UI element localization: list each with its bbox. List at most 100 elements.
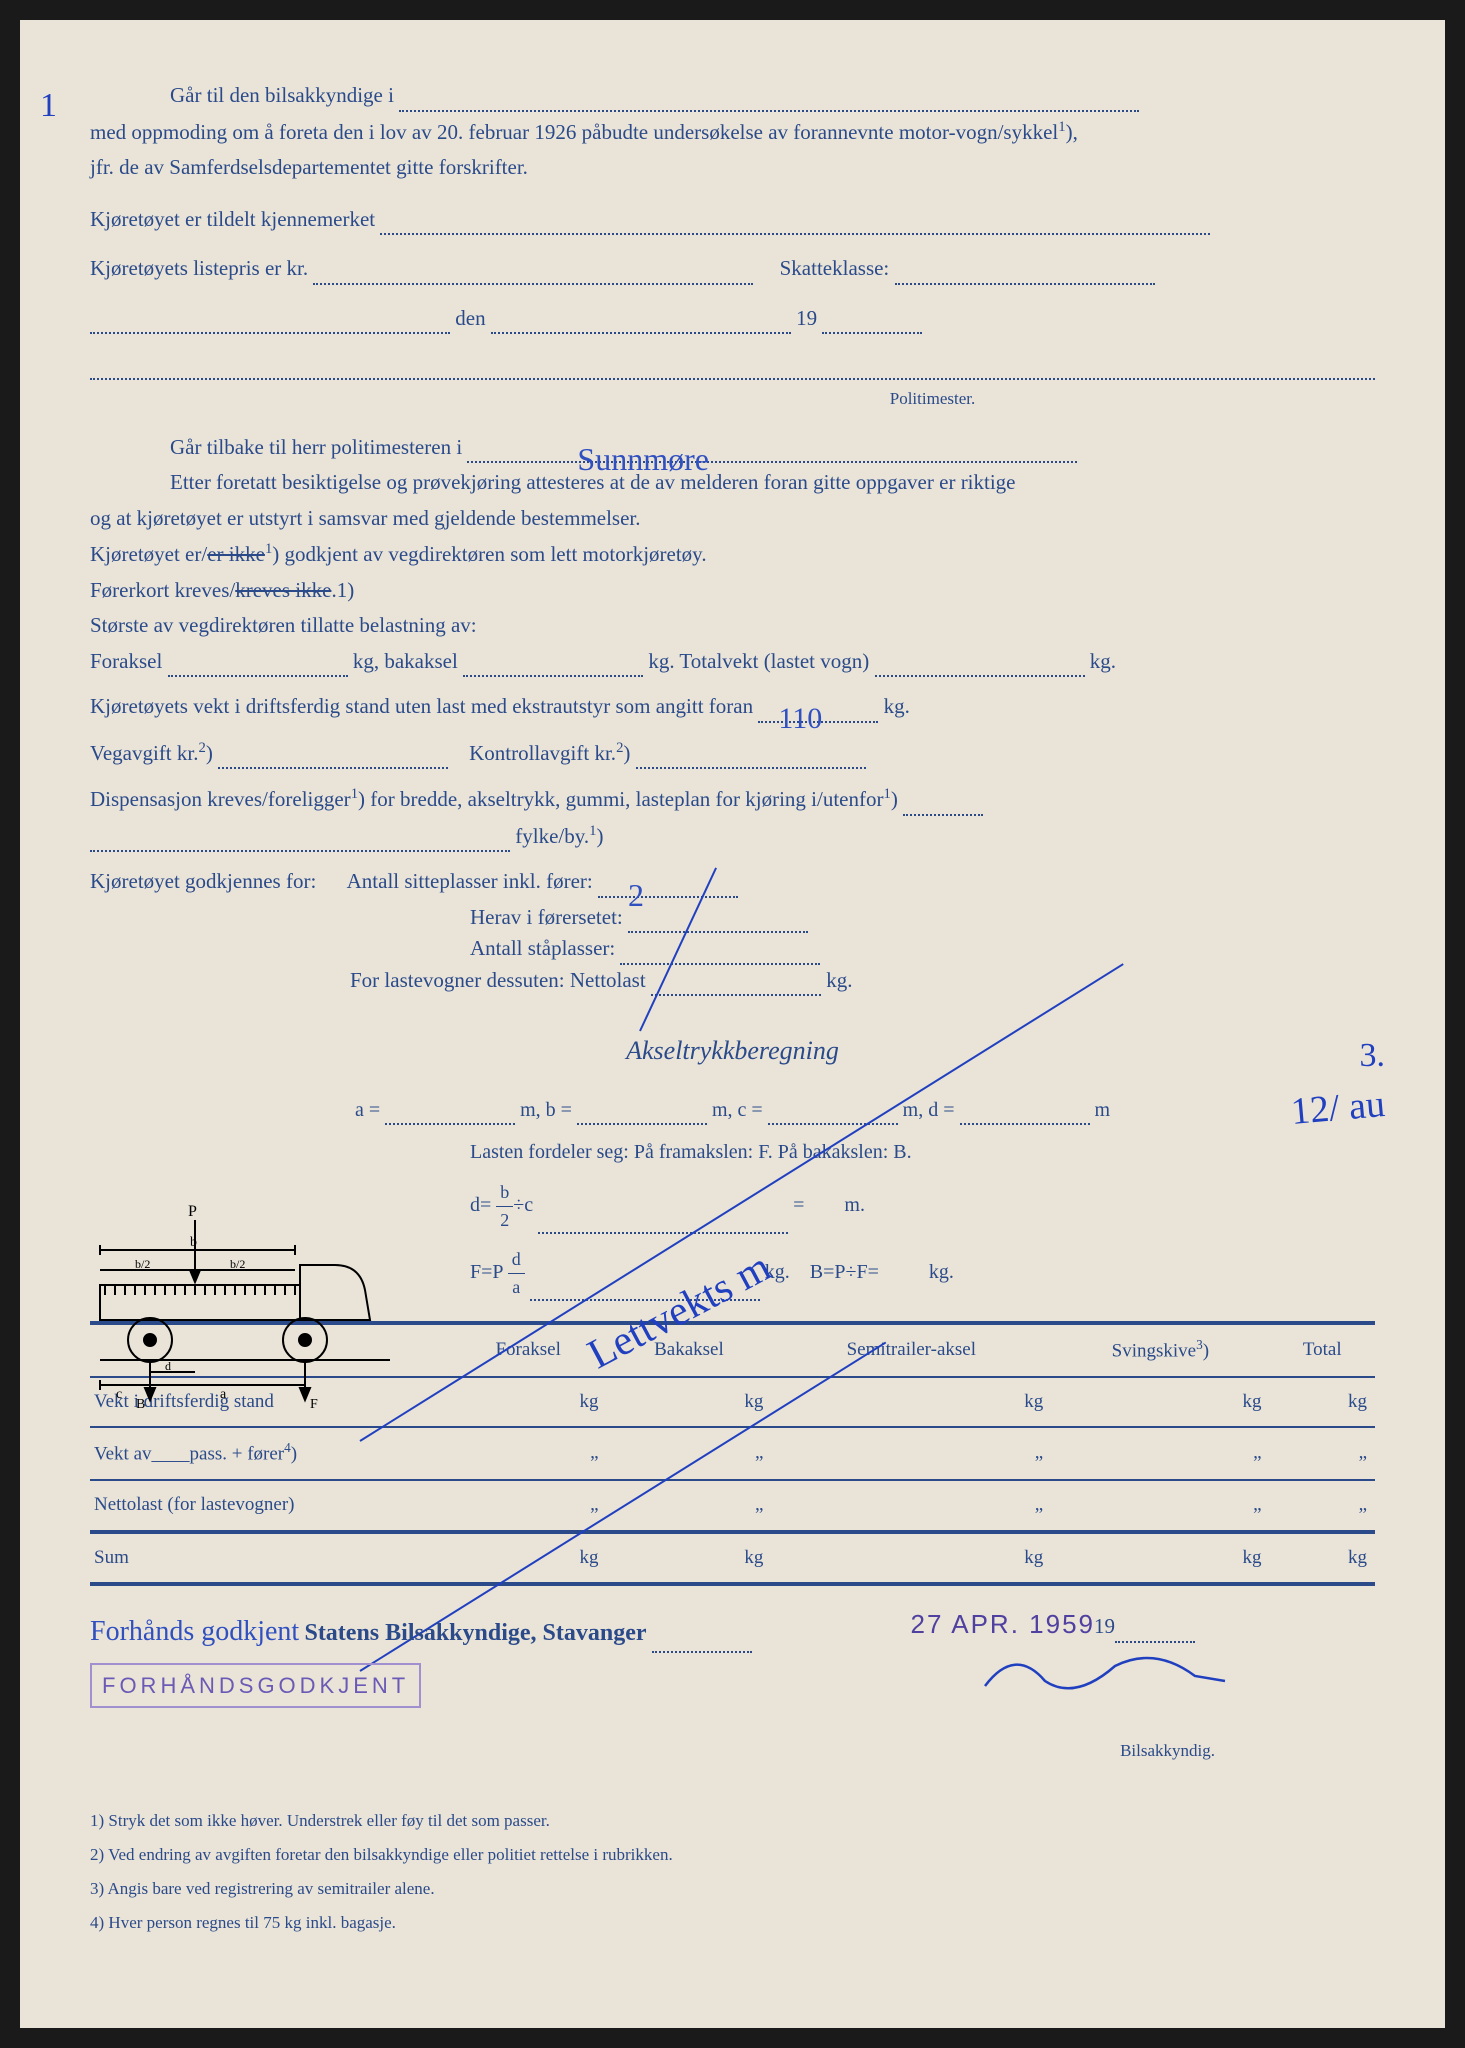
fylke-line: fylke/by.1) — [90, 820, 1375, 853]
r2c4: „ — [1051, 1427, 1269, 1480]
year-sig-text: 19 — [1094, 1614, 1115, 1638]
stamp-box: FORHÅNDSGODKJENT — [90, 1663, 421, 1708]
listepris-line: Kjøretøyets listepris er kr. Skatteklass… — [90, 253, 1375, 285]
bakaksel-label: kg, bakaksel — [353, 649, 458, 673]
formula-d-m: m. — [844, 1194, 865, 1216]
year-prefix: 19 — [796, 306, 817, 330]
signature-scribble — [975, 1641, 1235, 1721]
r1c2: kg — [607, 1377, 772, 1428]
sig-handwritten: Forhånds godkjent — [90, 1616, 299, 1647]
col-svingskive: Svingskive3) — [1051, 1323, 1269, 1377]
lasten-line: Lasten fordeler seg: På framakslen: F. P… — [90, 1137, 1375, 1167]
disp-sup2: 1 — [883, 786, 890, 802]
sitteplasser-blank: 2 — [598, 896, 738, 898]
fylke-label: fylke/by. — [515, 824, 589, 848]
dims-line: a = m, b = m, c = m, d = m — [90, 1095, 1375, 1125]
svg-text:b/2: b/2 — [230, 1257, 245, 1271]
vegavgift-label: Vegavgift kr. — [90, 741, 198, 765]
godkjent-strike: er ikke — [207, 542, 265, 566]
driftsferdig-line: Kjøretøyets vekt i driftsferdig stand ut… — [90, 691, 1375, 723]
aksel-line: Foraksel kg, bakaksel kg. Totalvekt (las… — [90, 646, 1375, 678]
dim-end: m — [1095, 1099, 1111, 1121]
avgift-line: Vegavgift kr.2) Kontrollavgift kr.2) — [90, 737, 1375, 770]
r1c1: kg — [450, 1377, 607, 1428]
footnote-3: 3) Angis bare ved registrering av semitr… — [90, 1872, 1375, 1906]
vegavgift-blank — [218, 767, 448, 769]
politimester-label: Politimester. — [90, 386, 1375, 412]
footnote-4: 4) Hver person regnes til 75 kg inkl. ba… — [90, 1906, 1375, 1940]
forerkort-suffix: .1) — [331, 578, 354, 602]
skatteklasse-blank — [895, 283, 1155, 285]
tilbake-blank: Sunnmøre — [467, 461, 1077, 463]
statens-text: Statens Bilsakkyndige, Stavanger — [304, 1620, 646, 1646]
r3c3: „ — [771, 1480, 1051, 1532]
kjennemerke-blank — [380, 233, 1210, 235]
col-bakaksel: Bakaksel — [607, 1323, 772, 1377]
row2-sup: 4 — [284, 1440, 291, 1455]
listepris-label: Kjøretøyets listepris er kr. — [90, 256, 308, 280]
svg-text:F: F — [310, 1397, 318, 1410]
r3c2: „ — [607, 1480, 772, 1532]
day-blank — [491, 332, 791, 334]
disp-suffix: ) for bredde, akseltrykk, gummi, lastepl… — [358, 787, 883, 811]
svg-text:B: B — [136, 1397, 145, 1410]
driftsferdig-blank: 110 — [758, 721, 878, 723]
sitteplasser-value: 2 — [628, 871, 644, 919]
page-mark: 1 — [40, 80, 57, 131]
dim-c: m, c = — [712, 1099, 763, 1121]
dim-b: m, b = — [520, 1099, 572, 1121]
truck-diagram: P b b/2 b/2 a c d B F — [80, 1190, 400, 1410]
r1c3: kg — [771, 1377, 1051, 1428]
r2c5: „ — [1270, 1427, 1375, 1480]
place-blank — [90, 332, 450, 334]
fylke-blank — [90, 850, 510, 852]
line1-prefix: Går til den bilsakkyndige i — [170, 83, 394, 107]
row2-suf: pass. + fører — [190, 1444, 285, 1465]
forerkort-line: Førerkort kreves/kreves ikke.1) — [90, 575, 1375, 607]
footnotes: 1) Stryk det som ikke høver. Understrek … — [90, 1804, 1375, 1940]
bakaksel-blank — [463, 675, 643, 677]
dim-d-blank — [960, 1123, 1090, 1125]
godkjennes-block: Kjøretøyet godkjennes for: Antall sittep… — [90, 866, 1375, 898]
skatteklasse-label: Skatteklasse: — [780, 256, 890, 280]
row-sum: Sum — [90, 1532, 450, 1585]
date-line: den 19 — [90, 303, 1375, 335]
kontrollavgift-blank — [636, 767, 866, 769]
document-page: Går til den bilsakkyndige i med oppmodin… — [20, 20, 1445, 2028]
row3-label: Nettolast (for lastevogner) — [90, 1480, 450, 1532]
totalvekt-label: kg. Totalvekt (lastet vogn) — [648, 649, 869, 673]
formula-f-kg: kg. — [765, 1261, 790, 1283]
fylke-sup: 1 — [589, 823, 596, 839]
listepris-blank — [313, 283, 753, 285]
kontrollavgift-sup: 2 — [616, 740, 623, 756]
kontrollavgift-label: Kontrollavgift kr. — [469, 741, 616, 765]
rsc4: kg — [1051, 1532, 1269, 1585]
footnote-2: 2) Ved endring av avgiften foretar den b… — [90, 1838, 1375, 1872]
signature-area: Forhånds godkjent Statens Bilsakkyndige,… — [90, 1611, 1375, 1764]
line1-blank — [399, 110, 1139, 112]
svg-text:b/2: b/2 — [135, 1257, 150, 1271]
godkjent-line: Kjøretøyet er/er ikke1) godkjent av vegd… — [90, 538, 1375, 571]
footnote-1: 1) Stryk det som ikke høver. Understrek … — [90, 1804, 1375, 1838]
tilbake-label: Går tilbake til herr politimesteren i — [170, 435, 462, 459]
dim-d: m, d = — [903, 1099, 955, 1121]
year-sig: 19 — [1094, 1611, 1195, 1643]
sitteplasser-label: Antall sitteplasser inkl. fører: — [347, 869, 593, 893]
r3c4: „ — [1051, 1480, 1269, 1532]
row2-pre: Vekt av — [94, 1444, 152, 1465]
r1c5: kg — [1270, 1377, 1375, 1428]
r2c1: „ — [450, 1427, 607, 1480]
vegavgift-sup: 2 — [198, 740, 205, 756]
dispensasjon-line: Dispensasjon kreves/foreligger 1) for bre… — [90, 783, 1375, 816]
forersete-label: Herav i førersetet: — [470, 905, 623, 929]
staplasser-line: Antall ståplasser: — [90, 933, 1375, 965]
svg-text:a: a — [220, 1387, 227, 1402]
r2c2: „ — [607, 1427, 772, 1480]
disp-label: Dispensasjon kreves/foreligger — [90, 787, 351, 811]
driftsferdig-value: 110 — [778, 696, 822, 741]
kjennemerke-line: Kjøretøyet er tildelt kjennemerket — [90, 204, 1375, 236]
row2-label: Vekt av____pass. + fører4) — [90, 1427, 450, 1480]
formula-f-blank — [530, 1299, 760, 1301]
kg-1: kg. — [1090, 649, 1116, 673]
header-line3: jfr. de av Samferdselsdepartementet gitt… — [90, 152, 1375, 184]
